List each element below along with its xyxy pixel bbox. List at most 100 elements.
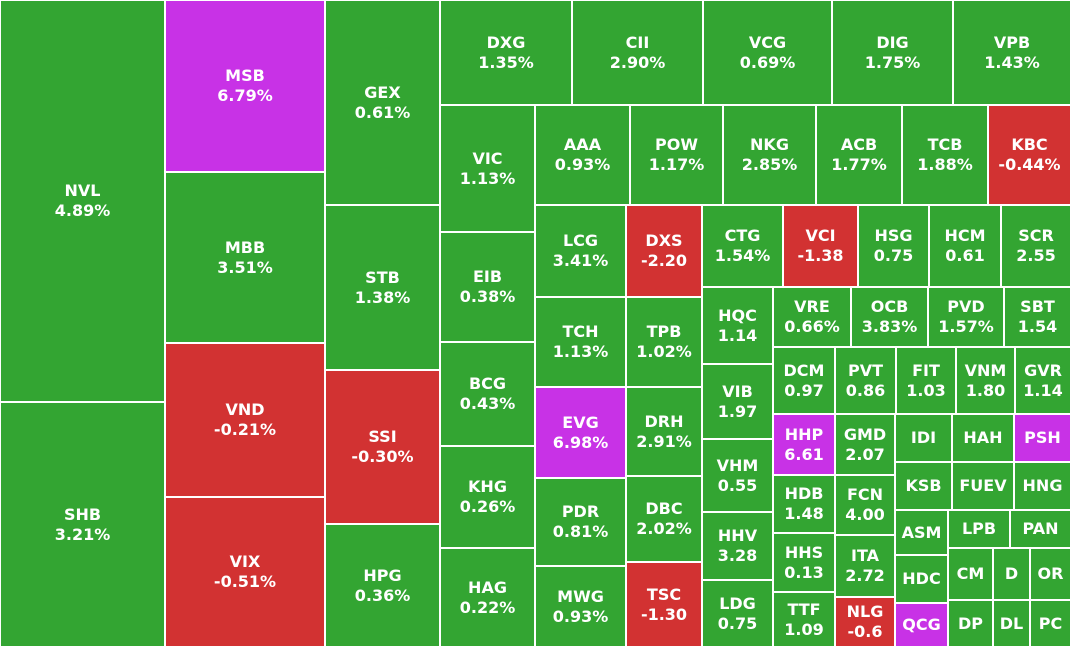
tile-ticker: DXS (645, 231, 683, 250)
tile-fcn[interactable]: FCN 4.00 (835, 475, 895, 535)
tile-vix[interactable]: VIX -0.51% (165, 497, 325, 647)
tile-ticker: HDC (902, 569, 941, 588)
tile-hhp[interactable]: HHP 6.61 (773, 414, 835, 475)
tile-gmd[interactable]: GMD 2.07 (835, 414, 895, 475)
tile-hdc[interactable]: HDC (895, 555, 948, 603)
tile-dbc[interactable]: DBC 2.02% (626, 476, 702, 562)
tile-psh[interactable]: PSH (1014, 414, 1071, 462)
tile-hag[interactable]: HAG 0.22% (440, 548, 535, 647)
tile-change: 0.36% (354, 585, 411, 605)
tile-ticker: VIB (722, 381, 753, 401)
tile-lcg[interactable]: LCG 3.41% (535, 205, 626, 297)
tile-ctg[interactable]: CTG 1.54% (702, 205, 783, 287)
tile-hdb[interactable]: HDB 1.48 (773, 475, 835, 533)
tile-dig[interactable]: DIG 1.75% (832, 0, 953, 105)
tile-vre[interactable]: VRE 0.66% (773, 287, 851, 347)
tile-vci[interactable]: VCI -1.38 (783, 205, 858, 287)
tile-change: -1.30 (640, 604, 688, 624)
tile-hqc[interactable]: HQC 1.14 (702, 287, 773, 364)
tile-ttf[interactable]: TTF 1.09 (773, 592, 835, 647)
tile-kbc[interactable]: KBC -0.44% (988, 105, 1071, 205)
tile-ticker: FIT (912, 360, 940, 380)
tile-nvl[interactable]: NVL 4.89% (0, 0, 165, 402)
tile-change: 0.43% (459, 394, 516, 413)
tile-hah[interactable]: HAH (952, 414, 1014, 462)
tile-ticker: TPB (646, 322, 682, 341)
tile-hsg[interactable]: HSG 0.75 (858, 205, 929, 287)
tile-vib[interactable]: VIB 1.97 (702, 364, 773, 439)
tile-sbt[interactable]: SBT 1.54 (1004, 287, 1071, 347)
tile-fuev[interactable]: FUEV (952, 462, 1014, 510)
tile-ocb[interactable]: OCB 3.83% (851, 287, 928, 347)
tile-scr[interactable]: SCR 2.55 (1001, 205, 1071, 287)
tile-change: 0.81% (552, 522, 609, 541)
tile-msb[interactable]: MSB 6.79% (165, 0, 325, 172)
tile-change: 3.83% (861, 317, 918, 336)
tile-hpg[interactable]: HPG 0.36% (325, 524, 440, 647)
tile-ticker: VIC (472, 148, 503, 168)
tile-pvd[interactable]: PVD 1.57% (928, 287, 1004, 347)
tile-eib[interactable]: EIB 0.38% (440, 232, 535, 342)
tile-ticker: STB (365, 267, 400, 287)
tile-pvt[interactable]: PVT 0.86 (835, 347, 896, 414)
tile-ticker: TTF (787, 599, 821, 619)
tile-ssi[interactable]: SSI -0.30% (325, 370, 440, 524)
tile-acb[interactable]: ACB 1.77% (816, 105, 902, 205)
tile-vcg[interactable]: VCG 0.69% (703, 0, 832, 105)
tile-hng[interactable]: HNG (1014, 462, 1071, 510)
tile-tch[interactable]: TCH 1.13% (535, 297, 626, 387)
tile-aaa[interactable]: AAA 0.93% (535, 105, 630, 205)
tile-ita[interactable]: ITA 2.72 (835, 535, 895, 597)
tile-tcb[interactable]: TCB 1.88% (902, 105, 988, 205)
tile-pan[interactable]: PAN (1010, 510, 1071, 548)
tile-khg[interactable]: KHG 0.26% (440, 446, 535, 548)
tile-change: 4.00 (845, 505, 885, 524)
tile-fit[interactable]: FIT 1.03 (896, 347, 956, 414)
tile-cii[interactable]: CII 2.90% (572, 0, 703, 105)
tile-nlg[interactable]: NLG -0.6 (835, 597, 895, 647)
tile-asm[interactable]: ASM (895, 510, 948, 555)
tile-vnd[interactable]: VND -0.21% (165, 343, 325, 497)
tile-cm[interactable]: CM (948, 548, 993, 600)
tile-evg[interactable]: EVG 6.98% (535, 387, 626, 478)
tile-ldg[interactable]: LDG 0.75 (702, 580, 773, 647)
tile-ticker: DL (999, 613, 1024, 633)
tile-pc[interactable]: PC (1030, 600, 1071, 647)
tile-ticker: DBC (645, 499, 683, 518)
tile-hcm[interactable]: HCM 0.61 (929, 205, 1001, 287)
tile-hhs[interactable]: HHS 0.13 (773, 533, 835, 592)
tile-dp[interactable]: DP (948, 600, 993, 647)
tile-change: 3.21% (54, 524, 111, 544)
tile-dl[interactable]: DL (993, 600, 1030, 647)
tile-ticker: HQC (718, 305, 757, 325)
tile-tsc[interactable]: TSC -1.30 (626, 562, 702, 647)
tile-bcg[interactable]: BCG 0.43% (440, 342, 535, 446)
tile-idi[interactable]: IDI (895, 414, 952, 462)
tile-hhv[interactable]: HHV 3.28 (702, 512, 773, 580)
tile-vpb[interactable]: VPB 1.43% (953, 0, 1071, 105)
tile-gex[interactable]: GEX 0.61% (325, 0, 440, 205)
tile-tpb[interactable]: TPB 1.02% (626, 297, 702, 387)
tile-pow[interactable]: POW 1.17% (630, 105, 723, 205)
tile-nkg[interactable]: NKG 2.85% (723, 105, 816, 205)
tile-vnm[interactable]: VNM 1.80 (956, 347, 1015, 414)
tile-ksb[interactable]: KSB (895, 462, 952, 510)
tile-d[interactable]: D (993, 548, 1030, 600)
tile-dxg[interactable]: DXG 1.35% (440, 0, 572, 105)
tile-gvr[interactable]: GVR 1.14 (1015, 347, 1071, 414)
tile-stb[interactable]: STB 1.38% (325, 205, 440, 370)
tile-lpb[interactable]: LPB (948, 510, 1010, 548)
tile-or[interactable]: OR (1030, 548, 1071, 600)
tile-dxs[interactable]: DXS -2.20 (626, 205, 702, 297)
tile-mbb[interactable]: MBB 3.51% (165, 172, 325, 343)
tile-change: 0.69% (739, 52, 796, 72)
tile-vhm[interactable]: VHM 0.55 (702, 439, 773, 512)
tile-pdr[interactable]: PDR 0.81% (535, 478, 626, 566)
tile-shb[interactable]: SHB 3.21% (0, 402, 165, 647)
tile-qcg[interactable]: QCG (895, 603, 948, 647)
tile-dcm[interactable]: DCM 0.97 (773, 347, 835, 414)
tile-vic[interactable]: VIC 1.13% (440, 105, 535, 232)
tile-mwg[interactable]: MWG 0.93% (535, 566, 626, 647)
tile-change: 2.85% (741, 155, 798, 174)
tile-drh[interactable]: DRH 2.91% (626, 387, 702, 476)
